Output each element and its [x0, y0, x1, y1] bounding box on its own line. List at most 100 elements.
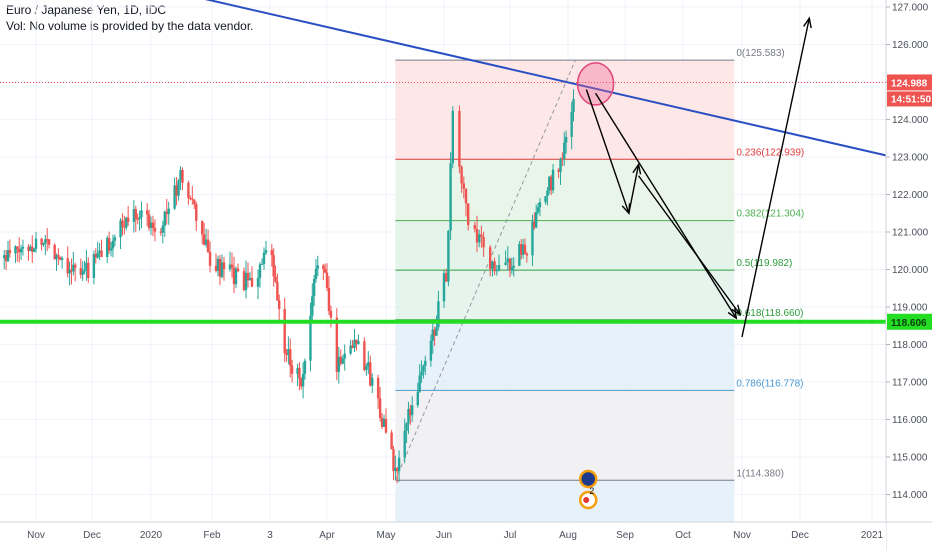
candle-body [309, 315, 312, 361]
candle-body [382, 418, 386, 427]
candle-body [92, 254, 96, 278]
support-price-tag [887, 313, 932, 330]
candle-body [544, 196, 547, 203]
candle-body [460, 166, 463, 184]
candle-body [195, 204, 198, 221]
price-tick-label: 119.000 [892, 303, 928, 314]
candle-body [228, 264, 232, 270]
candle-body [493, 261, 496, 272]
candle-body [132, 209, 136, 222]
fib-zone [395, 159, 735, 221]
candle-body [145, 210, 149, 215]
candle-body [208, 252, 212, 266]
candle-body [546, 190, 549, 197]
candle-body [420, 371, 423, 376]
candle-body [100, 250, 103, 257]
candle-body [512, 265, 515, 268]
candle-body [258, 264, 262, 279]
time-tick-label: Oct [675, 530, 691, 541]
candle-body [534, 212, 538, 228]
candle-body [272, 255, 275, 277]
candle-body [200, 220, 204, 235]
candle-body [296, 367, 299, 374]
candle-body [216, 258, 220, 271]
countdown-tag [887, 91, 932, 107]
candle-body [357, 341, 360, 344]
fib-level-label: 1(114.380) [736, 468, 784, 479]
candle-body [138, 217, 141, 219]
candle-body [410, 405, 414, 416]
candle-body [44, 239, 47, 244]
candle-body [390, 432, 393, 450]
candle-body [94, 254, 98, 258]
event-badge-count: 2 [589, 486, 594, 496]
fib-level-label: 0.382(121.304) [736, 209, 804, 220]
candle-body [435, 327, 438, 336]
candle-body [314, 268, 318, 279]
candle-body [536, 207, 540, 213]
price-tick-label: 114.000 [892, 490, 928, 501]
candle-body [14, 246, 17, 254]
candle-body [431, 329, 434, 341]
candle-body [189, 198, 192, 200]
price-tick-label: 123.000 [892, 153, 929, 164]
candle-body [159, 231, 163, 233]
candle-body [46, 239, 49, 241]
candle-body [394, 468, 397, 472]
candle-body [335, 317, 339, 372]
fib-level-label: 0.786(116.778) [736, 378, 803, 389]
candle-body [87, 262, 90, 278]
candle-body [222, 262, 226, 270]
fib-level-label: 0(125.583) [736, 48, 784, 59]
candle-body [449, 163, 452, 231]
candle-body [480, 234, 483, 237]
candle-body [161, 225, 165, 233]
candle-body [563, 142, 566, 159]
candle-body [163, 211, 166, 226]
candle-body [167, 208, 170, 215]
candle-body [407, 408, 410, 424]
fib-zone [395, 390, 735, 481]
candle-body [234, 268, 238, 285]
candle-body [149, 222, 153, 229]
time-tick-label: 2021 [861, 530, 884, 541]
candle-body [301, 373, 305, 387]
candle-body [300, 378, 303, 387]
candle-body [392, 449, 395, 472]
candle-body [121, 220, 124, 227]
candle-body [520, 244, 523, 255]
fib-level-label: 0.5(119.982) [736, 258, 792, 269]
current-price-label: 124.988 [891, 78, 928, 89]
candle-body [343, 353, 346, 359]
candle-body [8, 250, 12, 254]
candle-body [424, 360, 427, 366]
candle-body [422, 365, 425, 372]
candle-body [270, 250, 274, 256]
candle-body [96, 252, 99, 258]
candle-body [113, 237, 117, 241]
candle-body [564, 136, 568, 143]
candle-body [220, 262, 224, 277]
candle-body [521, 244, 525, 255]
time-tick-label: Dec [791, 530, 809, 541]
candle-body [165, 211, 168, 215]
candle-body [510, 267, 514, 271]
candle-body [53, 244, 56, 260]
candle-body [126, 217, 130, 222]
candle-body [341, 358, 344, 364]
candle-body [349, 345, 352, 354]
candle-body [570, 112, 573, 137]
candle-body [351, 345, 354, 348]
time-tick-label: 3 [267, 530, 273, 541]
candle-body [274, 276, 277, 282]
resistance-trendline [204, 0, 894, 158]
candle-body [376, 377, 380, 399]
candle-body [525, 253, 529, 256]
candle-body [123, 226, 126, 228]
candle-body [187, 182, 190, 199]
candle-body [34, 238, 38, 249]
event-flag-icon [578, 469, 598, 489]
candle-body [495, 270, 498, 272]
time-tick-label: Jun [436, 530, 452, 541]
